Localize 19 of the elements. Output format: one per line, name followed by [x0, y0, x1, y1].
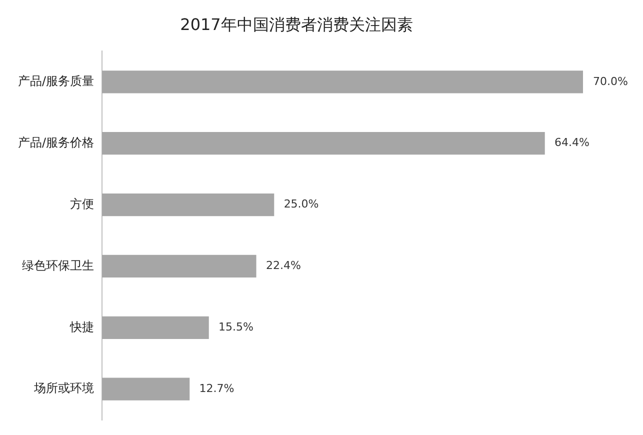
- chart-title: 2017年中国消费者消费关注因素: [180, 14, 413, 34]
- y-tick-label: 绿色环保卫生: [22, 258, 94, 272]
- data-label: 12.7%: [199, 382, 234, 395]
- y-tick-label: 方便: [70, 196, 94, 211]
- bar: [102, 193, 274, 216]
- data-label: 25.0%: [284, 198, 319, 211]
- bar: [102, 316, 209, 339]
- y-tick-label: 快捷: [69, 320, 94, 334]
- bar: [102, 254, 256, 278]
- data-label: 70.0%: [593, 74, 628, 88]
- bar: [102, 70, 583, 94]
- bar: [102, 132, 545, 155]
- data-label: 15.5%: [218, 320, 254, 334]
- bar: [102, 378, 190, 400]
- y-tick-label: 产品/服务价格: [18, 135, 94, 150]
- y-tick-label: 产品/服务质量: [18, 74, 94, 88]
- data-label: 64.4%: [554, 136, 590, 150]
- data-label: 22.4%: [266, 259, 301, 272]
- y-tick-label: 场所或环境: [33, 381, 94, 396]
